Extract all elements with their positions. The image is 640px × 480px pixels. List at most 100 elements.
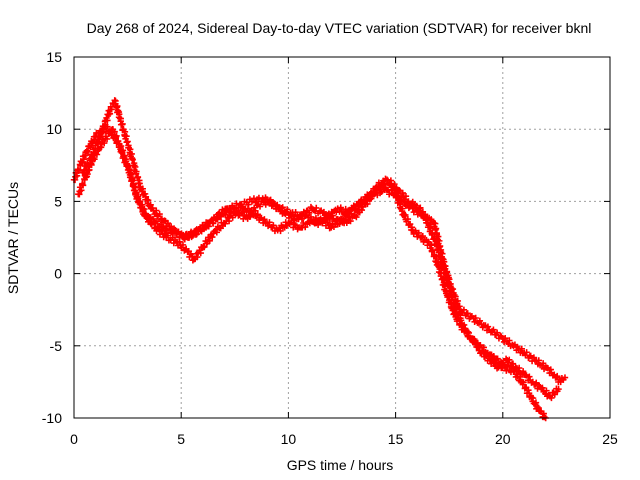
data-point-interp: [220, 210, 228, 217]
data-point-interp: [364, 200, 371, 208]
data-point-interp: [197, 249, 204, 257]
data-point-interp: [519, 368, 527, 375]
data-point-interp: [543, 387, 550, 394]
data-point-interp: [205, 223, 212, 230]
data-point-interp: [523, 349, 530, 356]
data-point-interp: [292, 222, 299, 229]
data-point-interp: [90, 149, 98, 156]
data-point-interp: [279, 204, 286, 211]
data-point-interp: [399, 189, 406, 197]
data-point-interp: [134, 173, 142, 181]
x-tick-label: 20: [495, 431, 511, 447]
x-tick-label: 25: [602, 431, 618, 447]
data-point-interp: [82, 166, 90, 173]
data-point-interp: [314, 221, 322, 228]
data-point-interp: [153, 207, 160, 214]
y-tick-label: 0: [54, 266, 62, 282]
data-point-interp: [194, 253, 201, 261]
data-point-interp: [554, 372, 561, 380]
data-point-interp: [419, 232, 426, 240]
data-point-interp: [179, 241, 187, 249]
data-point-interp: [442, 271, 450, 278]
data-point-interp: [539, 360, 547, 367]
data-point-interp: [521, 385, 529, 392]
data-point-interp: [213, 229, 220, 236]
data-point-interp: [518, 345, 525, 352]
data-point-interp: [548, 394, 555, 402]
data-point-interp: [437, 253, 444, 260]
data-point-interp: [494, 355, 501, 362]
data-point: [415, 205, 423, 212]
data-point-interp: [283, 206, 291, 213]
data-point-interp: [423, 216, 431, 224]
y-axis-label: SDTVAR / TECUs: [5, 182, 21, 294]
data-point-interp: [129, 156, 136, 163]
x-tick-label: 0: [70, 431, 78, 447]
data-point-interp: [306, 209, 313, 216]
data-point-interp: [386, 191, 393, 198]
data-point-interp: [117, 115, 124, 122]
data-point-interp: [134, 193, 142, 200]
data-point-interp: [192, 227, 199, 234]
data-point-interp: [227, 209, 234, 217]
data-point-interp: [321, 217, 328, 224]
data-point-interp: [490, 326, 497, 333]
data-point-interp: [378, 188, 385, 196]
data-point-interp: [266, 219, 273, 226]
data-point-interp: [79, 182, 87, 189]
data-point-interp: [353, 213, 360, 221]
data-point-interp: [139, 185, 146, 192]
data-point-interp: [84, 148, 92, 156]
y-tick-label: 5: [54, 193, 62, 209]
data-point-interp: [149, 219, 157, 226]
data-point-interp: [337, 204, 344, 211]
data-point-interp: [341, 216, 349, 223]
data-point-interp: [119, 147, 127, 154]
data-point-interp: [391, 180, 398, 188]
data-point-interp: [471, 335, 478, 343]
y-tick-label: 15: [46, 49, 62, 65]
data-point-interp: [193, 230, 201, 238]
y-tick-label: 10: [46, 121, 62, 137]
data-point-interp: [484, 323, 492, 330]
data-point: [83, 147, 91, 155]
data-point-interp: [454, 297, 461, 305]
data-point: [96, 133, 103, 140]
data-points: [70, 97, 569, 422]
data-point-interp: [291, 220, 298, 228]
data-point-interp: [153, 218, 161, 225]
data-point-interp: [156, 210, 163, 218]
data-point-interp: [504, 363, 511, 370]
data-point-interp: [539, 384, 546, 392]
data-point-interp: [109, 129, 116, 136]
data-point-interp: [121, 152, 128, 159]
data-point-interp: [455, 311, 463, 318]
data-point-interp: [185, 233, 193, 240]
data-point-interp: [529, 394, 537, 402]
data-point-interp: [427, 225, 434, 232]
data-point-interp: [123, 133, 130, 140]
data-point-interp: [277, 227, 284, 235]
data-point-interp: [181, 236, 188, 243]
data-point-interp: [249, 210, 256, 218]
data-point-interp: [509, 360, 517, 367]
data-point-interp: [414, 233, 421, 240]
data-point-interp: [158, 227, 165, 235]
data-point-interp: [133, 168, 140, 175]
data-point-interp: [170, 239, 177, 247]
data-point-interp: [535, 357, 542, 364]
data-point-interp: [448, 288, 455, 296]
data-point: [383, 176, 391, 183]
data-point-interp: [493, 329, 501, 336]
data-point-interp: [376, 183, 384, 190]
data-point-interp: [206, 237, 213, 245]
data-point-interp: [520, 379, 527, 386]
y-tick-label: -10: [42, 410, 62, 426]
data-point-interp: [325, 210, 333, 217]
data-point: [400, 212, 408, 220]
data-point-interp: [480, 344, 487, 351]
data-point-interp: [201, 243, 208, 251]
data-point-interp: [92, 145, 99, 152]
data-point-interp: [444, 276, 451, 283]
data-point-interp: [527, 352, 534, 360]
